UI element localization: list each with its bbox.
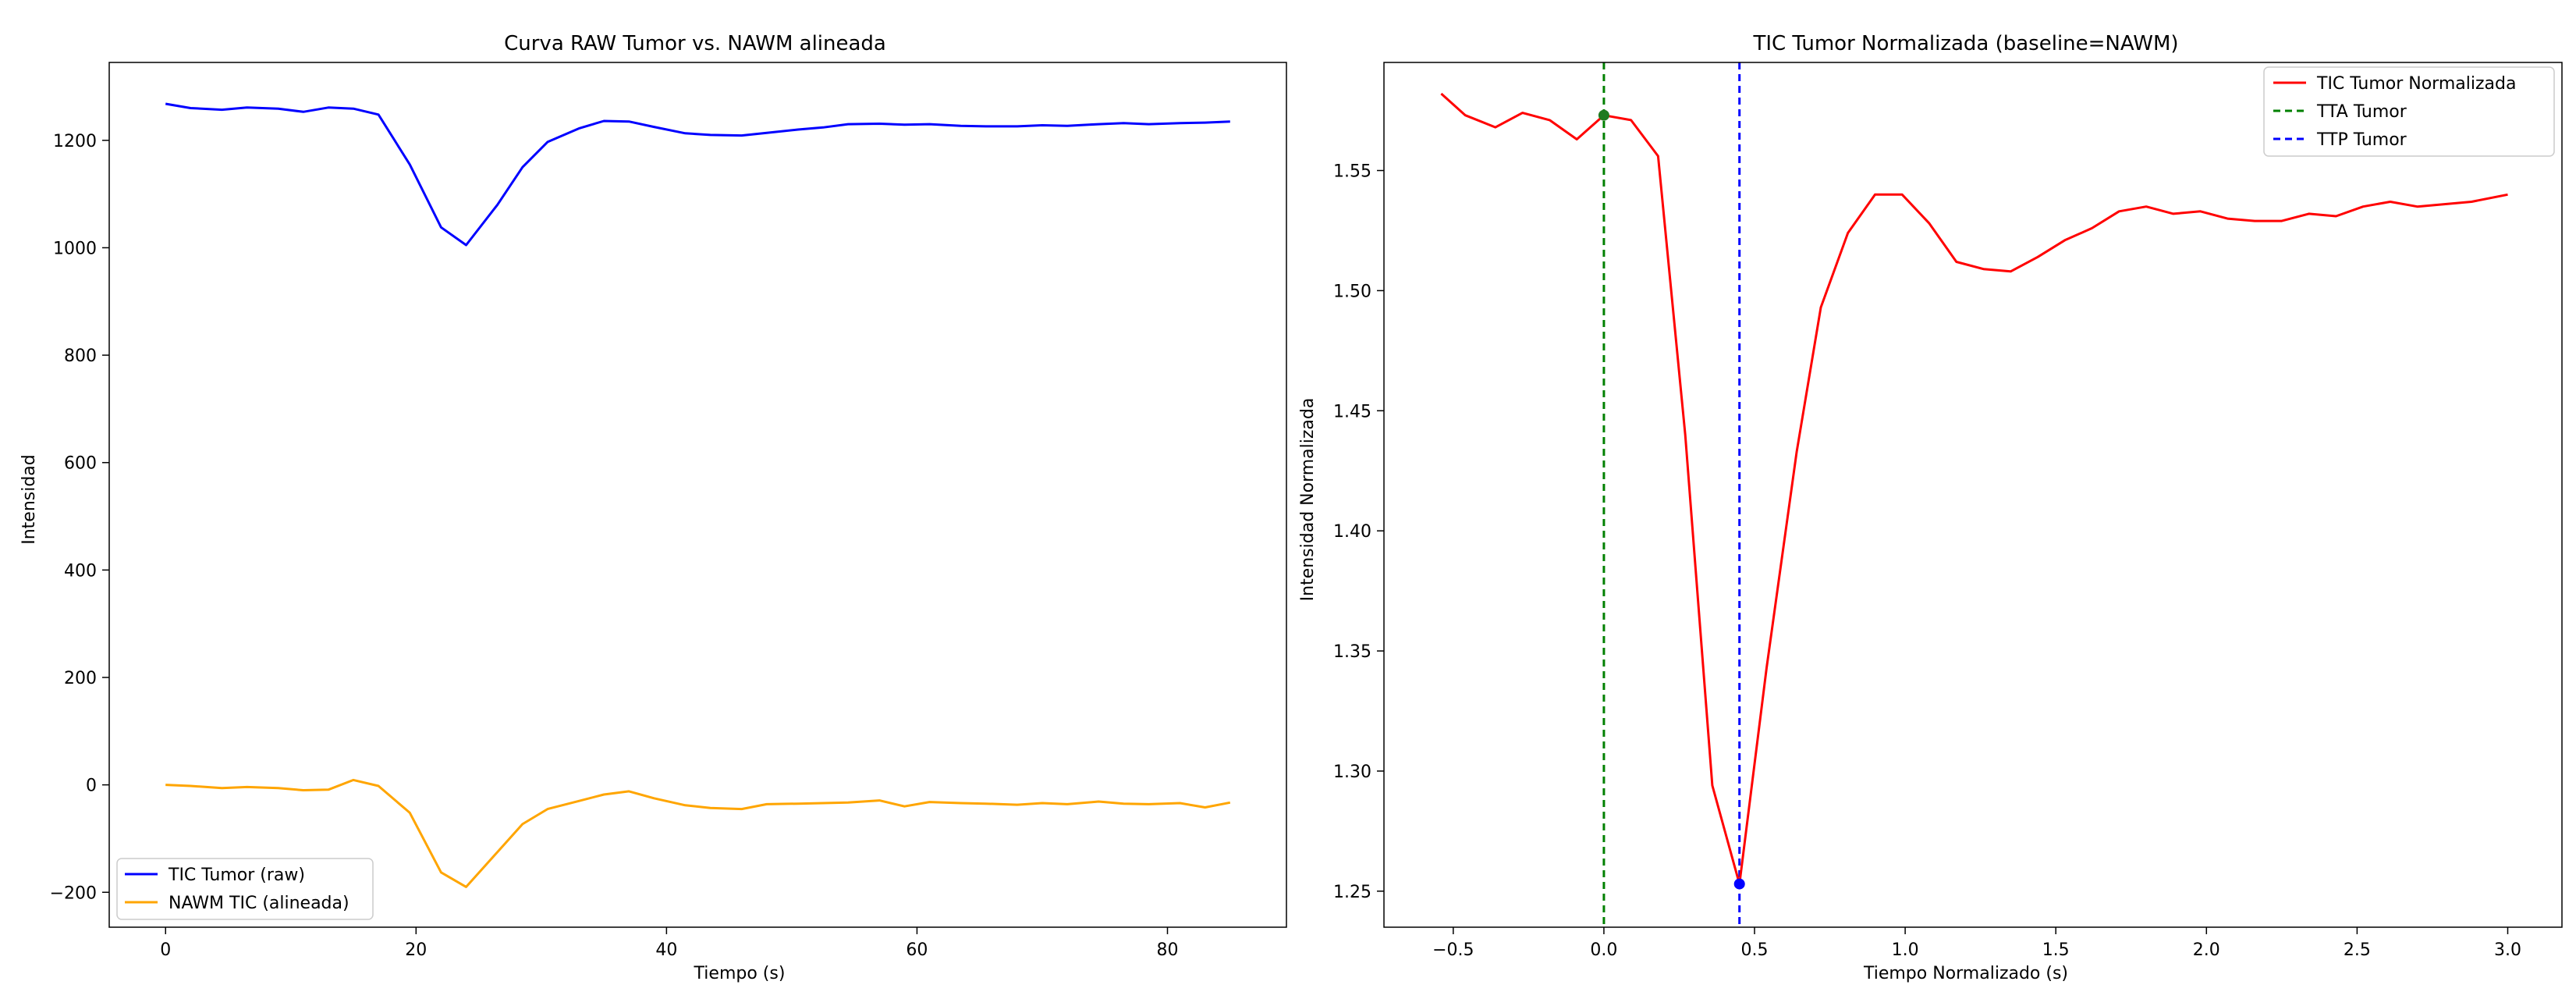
legend-label-tta: TTA Tumor [2316, 102, 2407, 122]
chart-normalized-tic: TIC Tumor Normalizada (baseline=NAWM) Ti… [1298, 32, 2563, 983]
chart-title: TIC Tumor Normalizada (baseline=NAWM) [1752, 32, 2178, 55]
x-tick-label: 80 [1156, 940, 1178, 960]
y-tick-label: 400 [64, 561, 97, 581]
legend-box [116, 858, 374, 920]
y-tick-label: 1.25 [1333, 883, 1371, 902]
y-tick-label: 1000 [53, 239, 97, 258]
x-tick-label: 20 [405, 940, 427, 960]
y-tick-label: 1.50 [1333, 282, 1371, 301]
legend-label-ttp: TTP Tumor [2316, 130, 2407, 150]
y-tick-label: 1.40 [1333, 522, 1371, 542]
legend-label-tumor-raw: TIC Tumor (raw) [168, 866, 305, 885]
x-tick-label: 2.5 [2344, 940, 2371, 960]
point-marker [1733, 878, 1745, 890]
plot-area [1440, 62, 2508, 927]
x-tick-label: 0 [160, 940, 171, 960]
y-tick-label: 0 [86, 777, 97, 796]
legend: TIC Tumor Normalizada TTA Tumor TTP Tumo… [2263, 66, 2555, 157]
y-tick-label: 1.55 [1333, 162, 1371, 182]
legend-label-tic-normalizada: TIC Tumor Normalizada [2316, 74, 2516, 94]
series-line-tic-tumor-raw [165, 102, 1230, 247]
axis-ticks: −0.5 0.0 0.5 1.0 1.5 2.0 2.5 3.0 1.25 1.30 1.35 1.4… [1333, 162, 2521, 961]
x-tick-label: 40 [655, 940, 677, 960]
y-axis-label: Intensidad [20, 454, 39, 545]
x-tick-label: 2.0 [2193, 940, 2220, 960]
x-tick-label: 60 [906, 940, 928, 960]
x-tick-label: 1.5 [2042, 940, 2070, 960]
y-tick-label: 1.30 [1333, 763, 1371, 782]
x-axis-label: Tiempo (s) [694, 964, 786, 983]
axis-ticks: 0 20 40 60 80 −200 0 200 400 600 800 1000 1200 [50, 132, 1179, 960]
y-tick-label: 600 [64, 454, 97, 474]
y-tick-label: 1.35 [1333, 642, 1371, 662]
y-tick-label: −200 [50, 883, 97, 903]
legend-box [2263, 66, 2555, 157]
x-tick-label: −0.5 [1432, 940, 1474, 960]
x-axis-label: Tiempo Normalizado (s) [1863, 964, 2068, 983]
x-tick-label: 3.0 [2494, 940, 2521, 960]
y-tick-label: 800 [64, 347, 97, 366]
legend-label-nawm: NAWM TIC (alineada) [169, 894, 349, 913]
series-line-nawm-tic-alineada [165, 778, 1231, 888]
x-tick-label: 0.5 [1741, 940, 1769, 960]
y-axis-label: Intensidad Normalizada [1298, 398, 1318, 602]
plot-frame [108, 62, 1287, 928]
chart-raw-curves: Curva RAW Tumor vs. NAWM alineada Tiempo… [20, 32, 1287, 983]
y-tick-label: 1200 [53, 132, 97, 151]
point-marker [1598, 109, 1609, 121]
y-tick-label: 200 [64, 669, 97, 688]
chart-title: Curva RAW Tumor vs. NAWM alineada [504, 32, 886, 55]
legend: TIC Tumor (raw) NAWM TIC (alineada) [116, 858, 374, 920]
plot-frame [1383, 62, 2563, 928]
x-tick-label: 1.0 [1892, 940, 1919, 960]
x-tick-label: 0.0 [1590, 940, 1617, 960]
y-tick-label: 1.45 [1333, 402, 1371, 421]
series-line-tic-tumor-normalizada [1440, 92, 2508, 886]
plot-area [165, 102, 1231, 888]
